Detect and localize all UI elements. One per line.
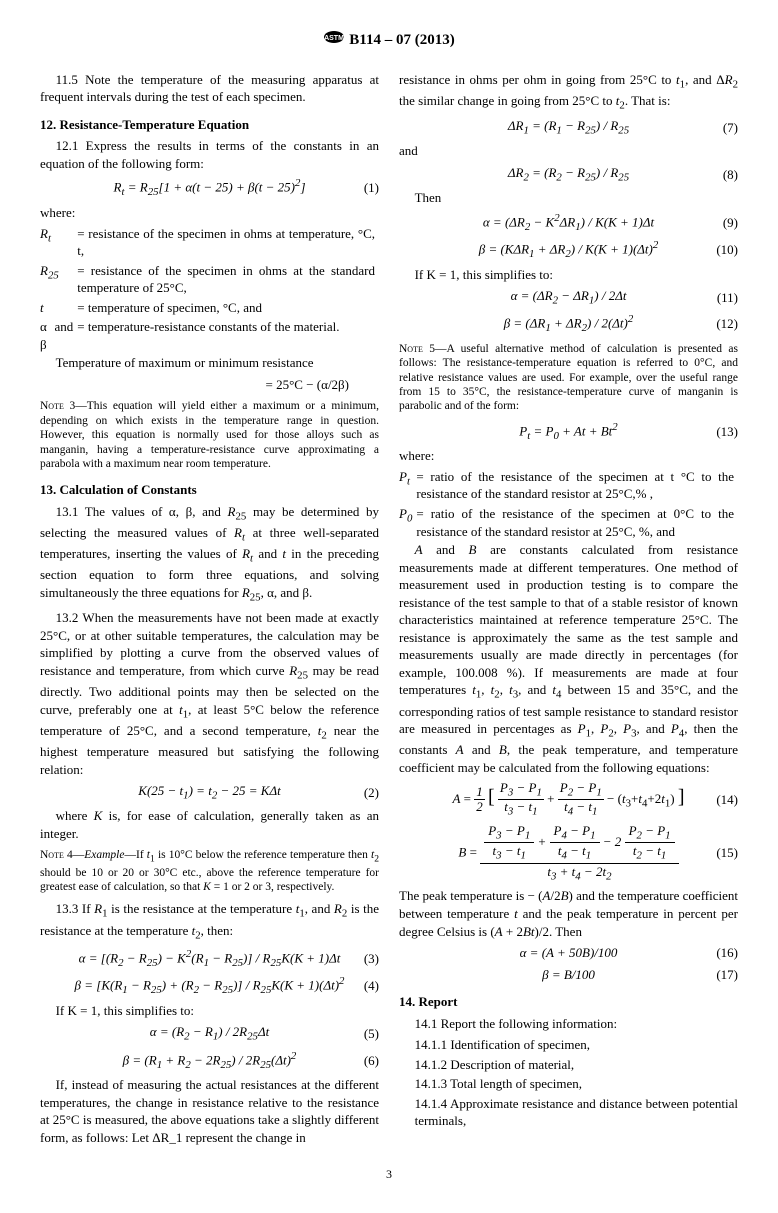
equation-13: Pt = P0 + At + Bt2 (13) [399,420,738,444]
item-14-1-3: 14.1.3 Total length of specimen, [415,1075,738,1093]
equation-8: ΔR2 = (R2 − R25) / R25 (8) [399,164,738,185]
note-4: Note 4—Example—If t1 is 10°C below the r… [40,848,379,894]
equation-9: α = (ΔR2 − K2ΔR1) / K(K + 1)Δt (9) [399,211,738,235]
svg-text:ASTM: ASTM [324,35,344,42]
equation-4: β = [K(R1 − R25) + (R2 − R25)] / R25K(K … [40,974,379,998]
equation-6: β = (R1 + R2 − 2R25) / 2R25(Δt)2 (6) [40,1049,379,1073]
para-13-1: 13.1 The values of α, β, and R25 may be … [40,503,379,605]
page-header: ASTM B114 – 07 (2013) [40,30,738,51]
para-K: where K is, for ease of calculation, gen… [40,807,379,842]
para-13-2: 13.2 When the measurements have not been… [40,609,379,778]
maxmin-text: Temperature of maximum or minimum resist… [40,354,379,372]
where-label-2: where: [399,447,738,465]
equation-11: α = (ΔR2 − ΔR1) / 2Δt (11) [399,287,738,308]
item-14-1-4: 14.1.4 Approximate resistance and distan… [415,1095,738,1130]
equation-17: β = B/100 (17) [399,966,738,984]
note-5: Note 5—A useful alternative method of ca… [399,342,738,414]
section-14-title: 14. Report [399,993,738,1011]
equation-2: K(25 − t1) = t2 − 25 = KΔt (2) [40,782,379,803]
note-3: Note 3—This equation will yield either a… [40,399,379,471]
then-label: Then [399,189,738,207]
ifK1-a: If K = 1, this simplifies to: [40,1002,379,1020]
equation-14: A = 12 [ P3 − P1t3 − t1 + P2 − P1t4 − t1… [399,781,738,819]
equation-1: Rt = R25[1 + α(t − 25) + β(t − 25)2] (1) [40,176,379,200]
designation: B114 – 07 (2013) [349,32,454,48]
para-13-3: 13.3 If R1 is the resistance at the temp… [40,900,379,942]
equation-16: α = (A + 50B)/100 (16) [399,944,738,962]
equation-15: B = P3 − P1t3 − t1 + P4 − P1t4 − t1 − 2 … [399,823,738,884]
equation-5: α = (R2 − R1) / 2R25Δt (5) [40,1023,379,1044]
para-AB: A and B are constants calculated from re… [399,541,738,776]
page-number: 3 [40,1166,738,1182]
where-defs-1: Rt= resistance of the specimen in ohms a… [40,224,379,355]
equation-10: β = (KΔR1 + ΔR2) / K(K + 1)(Δt)2 (10) [399,238,738,262]
section-12-title: 12. Resistance-Temperature Equation [40,116,379,134]
para-delta: If, instead of measuring the actual resi… [40,1076,379,1146]
maxmin-eq: = 25°C − (α/2β) [40,376,379,394]
para-11-5: 11.5 Note the temperature of the measuri… [40,71,379,106]
item-14-1-2: 14.1.2 Description of material, [415,1056,738,1074]
para-14-1: 14.1 Report the following information: [399,1015,738,1033]
equation-12: β = (ΔR1 + ΔR2) / 2(Δt)2 (12) [399,312,738,336]
para-peak: The peak temperature is − (A/2B) and the… [399,887,738,940]
and-label: and [399,142,738,160]
equation-7: ΔR1 = (R1 − R25) / R25 (7) [399,117,738,138]
body-columns: 11.5 Note the temperature of the measuri… [40,71,738,1147]
item-14-1-1: 14.1.1 Identification of specimen, [415,1036,738,1054]
para-12-1: 12.1 Express the results in terms of the… [40,137,379,172]
where-defs-2: Pt= ratio of the resistance of the speci… [399,467,738,541]
para-delta-cont: resistance in ohms per ohm in going from… [399,71,738,113]
where-label-1: where: [40,204,379,222]
ifK1-b: If K = 1, this simplifies to: [399,266,738,284]
section-13-title: 13. Calculation of Constants [40,481,379,499]
equation-3: α = [(R2 − R25) − K2(R1 − R25)] / R25K(K… [40,947,379,971]
astm-logo-icon: ASTM [323,30,345,50]
